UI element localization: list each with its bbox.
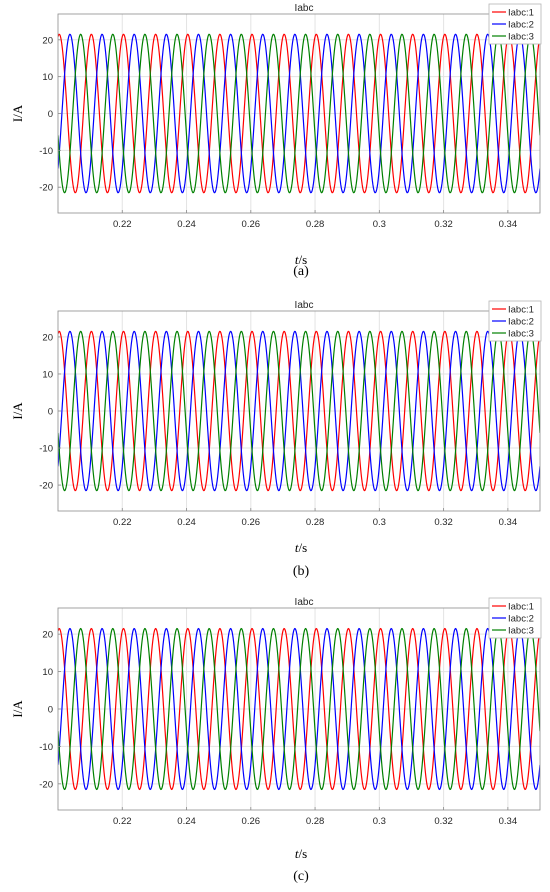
y-tick-label: 0 bbox=[48, 407, 53, 418]
x-tick-label: 0.34 bbox=[499, 517, 518, 528]
y-tick-label: 20 bbox=[42, 35, 53, 46]
y-tick-label: -20 bbox=[39, 481, 53, 492]
x-tick-label: 0.3 bbox=[373, 816, 386, 827]
x-axis-label: t/s bbox=[295, 540, 307, 555]
y-tick-label: 0 bbox=[48, 109, 53, 120]
x-tick-label: 0.28 bbox=[306, 219, 325, 230]
x-tick-label: 0.28 bbox=[306, 816, 325, 827]
y-tick-label: -20 bbox=[39, 183, 53, 194]
x-tick-label: 0.32 bbox=[434, 219, 453, 230]
y-tick-label: 10 bbox=[42, 667, 53, 678]
x-tick-label: 0.24 bbox=[177, 816, 196, 827]
x-tick-label: 0.26 bbox=[242, 219, 261, 230]
x-tick-label: 0.34 bbox=[499, 816, 518, 827]
x-tick-label: 0.32 bbox=[434, 816, 453, 827]
panel-caption: (b) bbox=[293, 564, 310, 579]
y-tick-label: 20 bbox=[42, 332, 53, 343]
chart-panel-b: 0.22 0.24 0.26 0.28 0.3 0.32 0.34 -20 -10 0 10 20 Ia… bbox=[10, 300, 542, 579]
y-tick-label: 0 bbox=[48, 705, 53, 716]
series-line-1 bbox=[58, 33, 540, 194]
y-tick-label: -10 bbox=[39, 444, 53, 455]
series-line-3 bbox=[58, 627, 540, 791]
legend-entry: Iabc:2 bbox=[508, 317, 534, 328]
y-tick-label: -10 bbox=[39, 146, 53, 157]
series-line-3 bbox=[58, 33, 540, 194]
y-tick-label: -20 bbox=[39, 779, 53, 790]
series-line-3 bbox=[58, 330, 540, 492]
x-tick-label: 0.24 bbox=[177, 219, 196, 230]
series-line-2 bbox=[58, 33, 540, 194]
panel-caption: (a) bbox=[293, 264, 309, 279]
y-axis-label: I/A bbox=[10, 700, 25, 718]
x-tick-label: 0.28 bbox=[306, 517, 325, 528]
x-tick-label: 0.22 bbox=[113, 517, 132, 528]
series-line-1 bbox=[58, 330, 540, 492]
chart-panel-a: 0.22 0.24 0.26 0.28 0.3 0.32 0.34 -20 -10 0 10 20 Ia… bbox=[10, 3, 542, 279]
legend-entry: Iabc:1 bbox=[508, 8, 534, 19]
x-tick-label: 0.34 bbox=[499, 219, 518, 230]
legend-entry: Iabc:3 bbox=[508, 626, 534, 637]
legend-entry: Iabc:1 bbox=[508, 305, 534, 316]
panel-caption: (c) bbox=[293, 869, 309, 884]
x-tick-label: 0.22 bbox=[113, 219, 132, 230]
x-axis-label: t/s bbox=[295, 846, 307, 861]
x-tick-label: 0.3 bbox=[373, 219, 386, 230]
y-tick-label: 20 bbox=[42, 630, 53, 641]
x-tick-label: 0.26 bbox=[242, 816, 261, 827]
x-tick-label: 0.3 bbox=[373, 517, 386, 528]
series-line-2 bbox=[58, 627, 540, 791]
x-axis-label: t/s bbox=[295, 252, 307, 267]
x-tick-label: 0.24 bbox=[177, 517, 196, 528]
legend-entry: Iabc:3 bbox=[508, 329, 534, 340]
legend-entry: Iabc:2 bbox=[508, 20, 534, 31]
plot-title: Iabc bbox=[295, 300, 314, 311]
plot-title: Iabc bbox=[295, 597, 314, 608]
series-line-2 bbox=[58, 330, 540, 492]
x-tick-label: 0.32 bbox=[434, 517, 453, 528]
legend-entry: Iabc:1 bbox=[508, 602, 534, 613]
y-axis-label: I/A bbox=[10, 104, 25, 122]
y-tick-label: -10 bbox=[39, 742, 53, 753]
plot-title: Iabc bbox=[295, 3, 314, 14]
x-tick-label: 0.26 bbox=[242, 517, 261, 528]
y-tick-label: 10 bbox=[42, 72, 53, 83]
legend-entry: Iabc:3 bbox=[508, 32, 534, 43]
y-axis-label: I/A bbox=[10, 402, 25, 420]
chart-panel-c: 0.22 0.24 0.26 0.28 0.3 0.32 0.34 -20 -10 0 10 20 Ia… bbox=[10, 597, 542, 884]
x-tick-label: 0.22 bbox=[113, 816, 132, 827]
y-tick-label: 10 bbox=[42, 369, 53, 380]
legend-entry: Iabc:2 bbox=[508, 614, 534, 625]
series-line-1 bbox=[58, 627, 540, 791]
